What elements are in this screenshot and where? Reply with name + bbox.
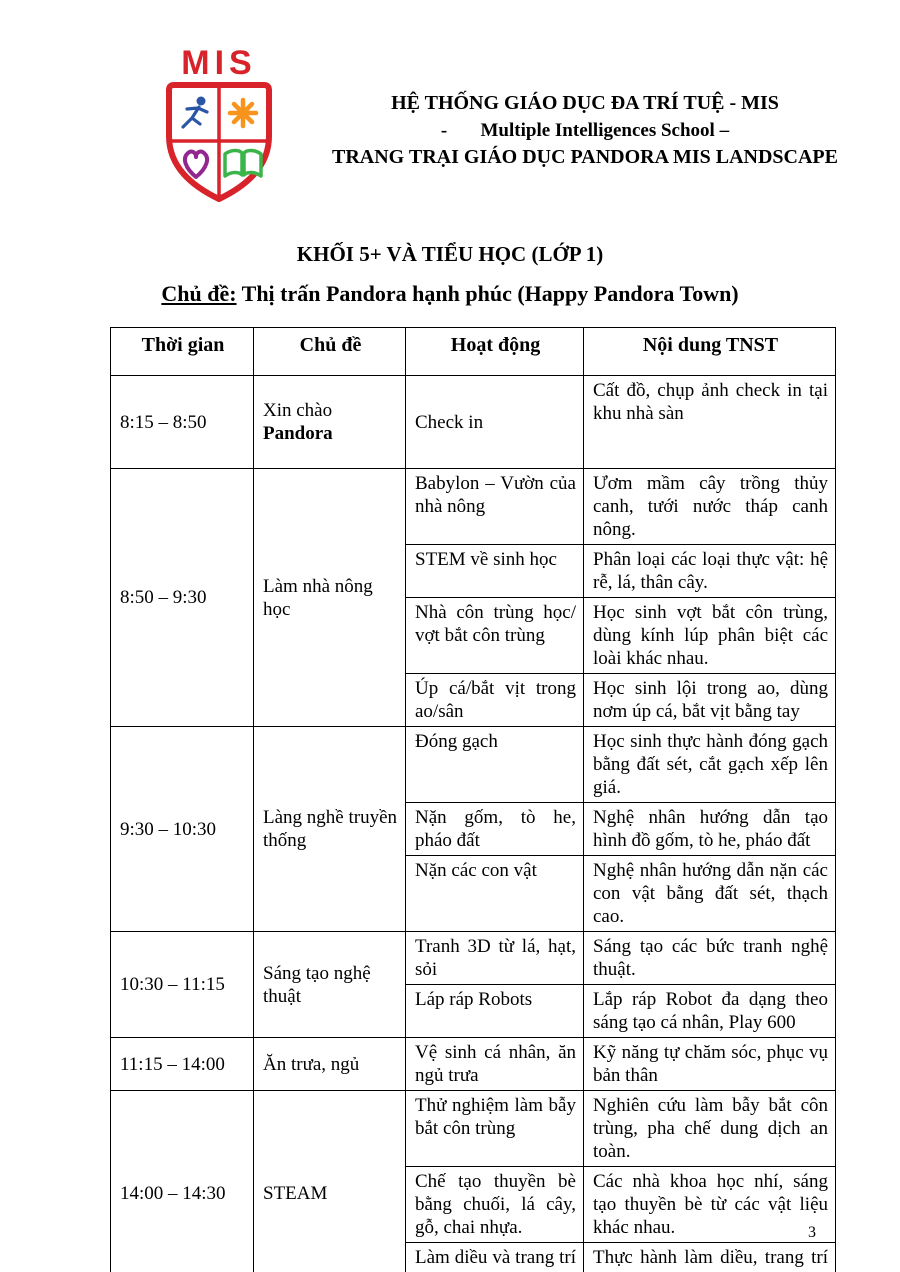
table-row: Úp cá/bắt vịt trong ao/sân Học sinh lội … xyxy=(111,673,836,727)
content-cell: Học sinh thực hành đóng gạch bằng đất sé… xyxy=(583,726,836,803)
table-row: Nặn gốm, tò he, pháo đất Nghệ nhân hướng… xyxy=(111,802,836,856)
time-cell: 8:50 – 9:30 xyxy=(110,468,254,727)
activity-cell: Nhà côn trùng học/ vợt bắt côn trùng xyxy=(405,597,584,674)
content-cell: Kỹ năng tự chăm sóc, phục vụ bản thân xyxy=(583,1037,836,1091)
header-row: Thời gian Chủ đề Hoạt động Nội dung TNST xyxy=(110,327,836,376)
time-cell: 11:15 – 14:00 xyxy=(110,1037,254,1091)
table-row: 9:30 – 10:30 Làng nghề truyền thống Đóng… xyxy=(110,726,836,932)
activity-cell: Chế tạo thuyền bè bằng chuối, lá cây, gỗ… xyxy=(405,1166,584,1243)
content-cell: Ươm mầm cây trồng thủy canh, tưới nước t… xyxy=(583,468,836,545)
table-row: Láp ráp Robots Lắp ráp Robot đa dạng the… xyxy=(111,984,836,1038)
table-row: Nhà côn trùng học/ vợt bắt côn trùng Học… xyxy=(111,597,836,674)
content-cell: Cất đồ, chụp ảnh check in tại khu nhà sà… xyxy=(583,375,836,469)
col-header-activity: Hoạt động xyxy=(405,327,584,376)
topic-cell: Ăn trưa, ngủ xyxy=(253,1037,406,1091)
content-cell: Lắp ráp Robot đa dạng theo sáng tạo cá n… xyxy=(583,984,836,1038)
content-cell: Phân loại các loại thực vật: hệ rễ, lá, … xyxy=(583,544,836,598)
topic-text-bold: Pandora xyxy=(263,423,333,444)
content-cell: Nghệ nhân hướng dẫn tạo hình đồ gốm, tò … xyxy=(583,802,836,856)
time-cell: 10:30 – 11:15 xyxy=(110,931,254,1038)
col-header-topic: Chủ đề xyxy=(253,327,406,376)
activity-cell: Nặn gốm, tò he, pháo đất xyxy=(405,802,584,856)
content-cell: Sáng tạo các bức tranh nghệ thuật. xyxy=(583,931,836,985)
activity-cell: Nặn các con vật xyxy=(405,855,584,932)
topic-cell: Sáng tạo nghệ thuật xyxy=(253,931,406,1038)
content-cell: Học sinh lội trong ao, dùng nơm úp cá, b… xyxy=(583,673,836,727)
theme-subtitle: Chủ đề: Thị trấn Pandora hạnh phúc (Happ… xyxy=(0,281,900,307)
heart-icon xyxy=(182,149,210,179)
table-row: 14:00 – 14:30 STEAM Thử nghiệm làm bẫy b… xyxy=(110,1090,836,1272)
col-header-content: Nội dung TNST xyxy=(583,327,836,376)
org-name-english: - Multiple Intelligences School – xyxy=(440,120,730,141)
time-cell: 8:15 – 8:50 xyxy=(110,375,254,469)
activity-cell: Thử nghiệm làm bẫy bắt côn trùng xyxy=(405,1090,584,1167)
topic-cell: Xin chào Pandora xyxy=(253,375,406,469)
logo-wordmark: MIS xyxy=(181,44,256,82)
sun-icon xyxy=(227,97,259,129)
theme-text: Thị trấn Pandora hạnh phúc (Happy Pandor… xyxy=(236,281,739,306)
activity-cell: Làm diều và trang trí diều xyxy=(405,1242,584,1272)
table-row: 11:15 – 14:00 Ăn trưa, ngủ Vệ sinh cá nh… xyxy=(110,1037,836,1091)
org-name: HỆ THỐNG GIÁO DỤC ĐA TRÍ TUỆ - MIS xyxy=(391,92,779,114)
table-row: 8:15 – 8:50 Xin chào Pandora Check in Cất… xyxy=(110,375,836,469)
table-row: Nặn các con vật Nghệ nhân hướng dẫn nặn … xyxy=(111,855,836,932)
activity-cell: Vệ sinh cá nhân, ăn ngủ trưa xyxy=(405,1037,584,1091)
topic-cell: Làm nhà nông học xyxy=(253,468,406,727)
content-cell: Các nhà khoa học nhí, sáng tạo thuyền bè… xyxy=(583,1166,836,1243)
content-cell: Nghiên cứu làm bẫy bắt côn trùng, pha ch… xyxy=(583,1090,836,1167)
table-row: 8:50 – 9:30 Làm nhà nông học Babylon – V… xyxy=(110,468,836,727)
table-row: 10:30 – 11:15 Sáng tạo nghệ thuật Tranh … xyxy=(110,931,836,1038)
topic-cell: STEAM xyxy=(253,1090,406,1272)
letterhead: HỆ THỐNG GIÁO DỤC ĐA TRÍ TUỆ - MIS - Mul… xyxy=(300,90,870,171)
activity-cell: Babylon – Vườn của nhà nông xyxy=(405,468,584,545)
time-cell: 14:00 – 14:30 xyxy=(110,1090,254,1272)
content-cell: Thực hành làm diều, trang trí màu sắc, t… xyxy=(583,1242,836,1272)
col-header-time: Thời gian xyxy=(110,327,254,376)
theme-label: Chủ đề: xyxy=(161,281,237,306)
mis-crest-graphic: MIS xyxy=(166,44,272,202)
page-title: KHỐI 5+ VÀ TIỂU HỌC (LỚP 1) xyxy=(296,242,604,266)
cross-divider xyxy=(172,88,266,196)
activity-cell: Tranh 3D từ lá, hạt, sỏi xyxy=(405,931,584,985)
mis-logo: MIS xyxy=(153,44,285,210)
activity-cell: STEM về sinh học xyxy=(405,544,584,598)
book-icon xyxy=(223,148,263,178)
content-cell: Học sinh vợt bắt côn trùng, dùng kính lú… xyxy=(583,597,836,674)
table-row: Làm diều và trang trí diều Thực hành làm… xyxy=(111,1242,836,1272)
page-number: 3 xyxy=(808,1224,816,1241)
activity-cell: Check in xyxy=(405,375,584,469)
topic-cell: Làng nghề truyền thống xyxy=(253,726,406,932)
time-cell: 9:30 – 10:30 xyxy=(110,726,254,932)
runner-icon xyxy=(181,96,209,129)
schedule-table: Thời gian Chủ đề Hoạt động Nội dung TNST… xyxy=(110,327,836,1272)
content-cell: Nghệ nhân hướng dẫn nặn các con vật bằng… xyxy=(583,855,836,932)
topic-text: Xin chào xyxy=(263,400,333,421)
table-row: Chế tạo thuyền bè bằng chuối, lá cây, gỗ… xyxy=(111,1166,836,1243)
activity-cell: Úp cá/bắt vịt trong ao/sân xyxy=(405,673,584,727)
activity-cell: Đóng gạch xyxy=(405,726,584,803)
activity-cell: Láp ráp Robots xyxy=(405,984,584,1038)
org-campus: TRANG TRẠI GIÁO DỤC PANDORA MIS LANDSCAP… xyxy=(332,146,838,168)
